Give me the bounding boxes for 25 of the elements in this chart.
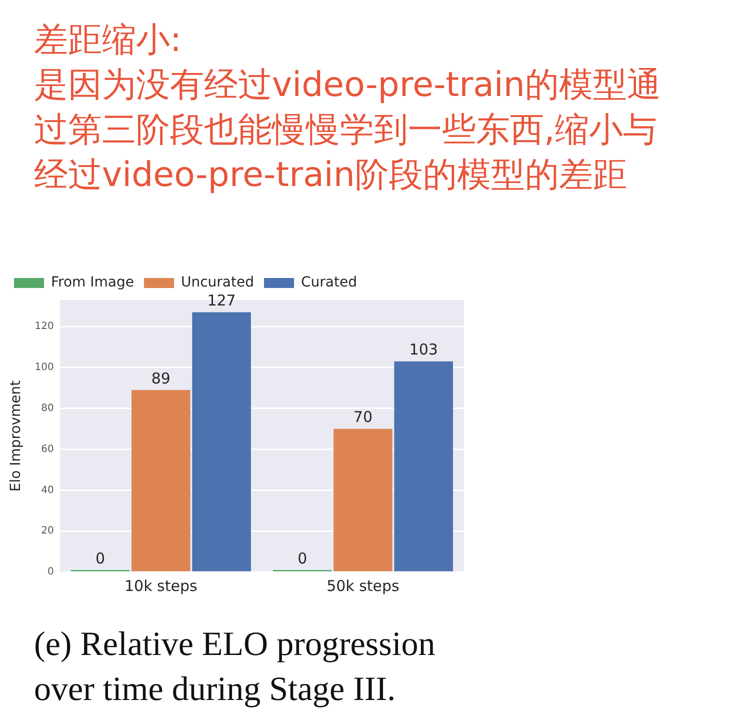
bar — [334, 428, 392, 572]
y-tick-label: 120 — [34, 321, 54, 332]
y-tick-label: 20 — [41, 526, 54, 537]
data-label: 89 — [151, 369, 170, 388]
y-axis-title: Elo Improvment — [8, 380, 24, 492]
legend-label: Uncurated — [180, 274, 254, 291]
data-label: 127 — [207, 292, 236, 310]
y-tick-label: 40 — [41, 484, 54, 496]
legend-label: From Image — [51, 274, 134, 291]
data-label: 0 — [298, 549, 308, 568]
y-tick-label: 0 — [48, 566, 54, 578]
text: 差距缩小: 是因为没有经过video-pre-train的模型通过第三阶段也能慢慢学到一些东西,缩小与经过video-pre-train阶段的模型的差距 — [34, 19, 662, 197]
bar — [192, 312, 251, 572]
bar — [132, 390, 190, 572]
y-tick-label: 100 — [34, 362, 54, 374]
data-label: 103 — [409, 340, 438, 359]
y-tick-label: 60 — [41, 444, 54, 455]
legend-label: Curated — [300, 274, 357, 291]
x-tick-label: 50k steps — [326, 576, 400, 595]
text: (e) Relative ELO progression over time during Stage III. — [34, 625, 436, 710]
data-label: 70 — [353, 408, 373, 426]
data-label: 0 — [96, 549, 106, 568]
bar — [394, 361, 453, 572]
y-tick-label: 80 — [41, 402, 54, 414]
x-tick-label: 10k steps — [124, 576, 198, 595]
